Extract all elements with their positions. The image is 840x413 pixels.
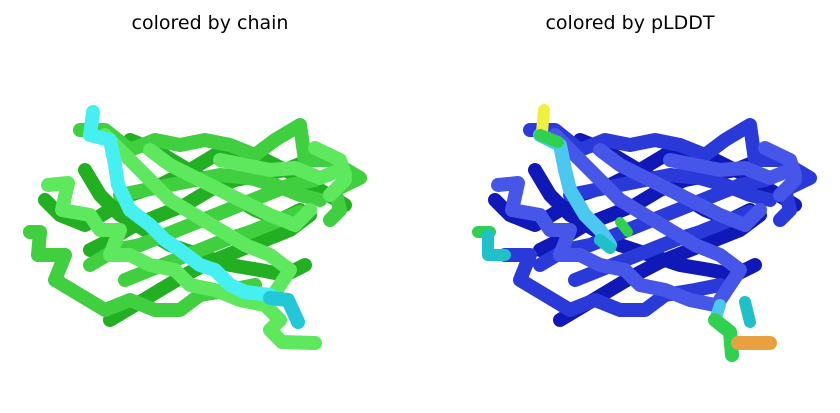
low-confidence-segments [472, 104, 777, 362]
panel-colored-by-chain: colored by chain [23, 12, 367, 350]
panel-colored-by-plddt: colored by pLDDT [420, 0, 840, 413]
backbone-front-layer [491, 128, 802, 312]
backbone-front-layer [41, 128, 352, 350]
protein-structure-cartoon [23, 105, 367, 350]
protein-structure-cartoon [472, 104, 817, 362]
highlight-chain-strand [83, 105, 305, 329]
panel-title: colored by pLDDT [545, 12, 715, 34]
panel-title: colored by chain [131, 12, 289, 34]
